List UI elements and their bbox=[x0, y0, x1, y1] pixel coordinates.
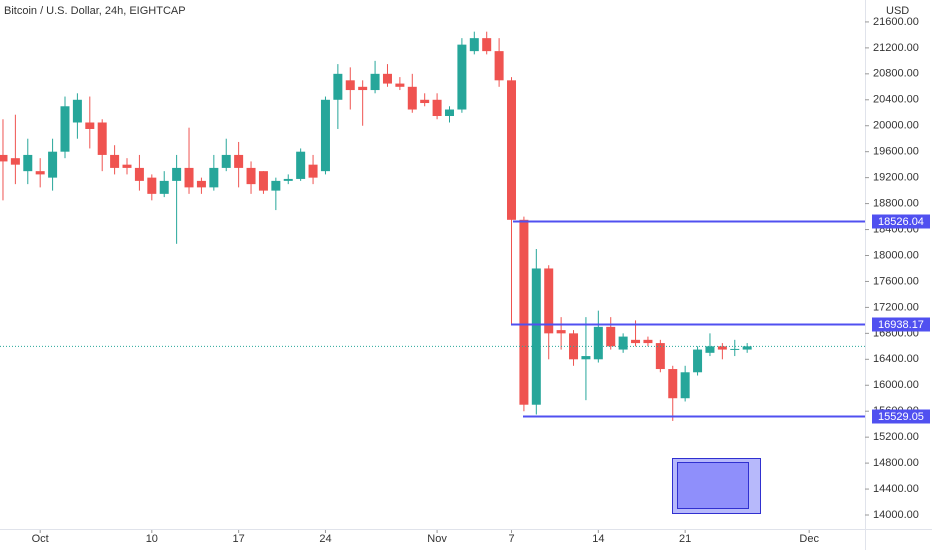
candle-body bbox=[246, 167, 256, 185]
y-tick-label: 17200.00 bbox=[873, 301, 919, 313]
candle-body bbox=[631, 339, 641, 344]
candle-body bbox=[742, 346, 752, 350]
candle-body bbox=[134, 167, 144, 181]
level-label-box bbox=[872, 317, 930, 332]
candle-body bbox=[48, 151, 58, 178]
x-tick-label: Oct bbox=[32, 533, 49, 545]
candle-body bbox=[10, 158, 20, 165]
candle-body bbox=[507, 80, 517, 220]
candle-body bbox=[320, 99, 330, 172]
drawn-rectangle-inner bbox=[677, 462, 749, 509]
y-tick-label: 21200.00 bbox=[873, 42, 919, 54]
candle-body bbox=[0, 154, 8, 162]
candle-body bbox=[333, 73, 343, 100]
level-label: 18526.04 bbox=[872, 214, 930, 229]
x-tick-label: Nov bbox=[427, 533, 447, 545]
candle-body bbox=[420, 99, 430, 104]
x-tick-label: 14 bbox=[592, 533, 604, 545]
y-tick-label: 14400.00 bbox=[873, 483, 919, 495]
candle-body bbox=[581, 356, 591, 360]
x-tick-label: 21 bbox=[679, 533, 691, 545]
x-tick-label: 24 bbox=[319, 533, 331, 545]
candle-body bbox=[196, 180, 206, 188]
candle-body bbox=[122, 164, 132, 168]
level-label-box bbox=[872, 214, 930, 229]
candle-body bbox=[618, 336, 628, 350]
candle-body bbox=[60, 106, 70, 152]
candle-body bbox=[358, 86, 368, 91]
candle-body bbox=[159, 180, 169, 194]
candle-body bbox=[693, 349, 703, 373]
y-tick-label: 15200.00 bbox=[873, 431, 919, 443]
candle-body bbox=[35, 171, 45, 175]
candle-body bbox=[432, 99, 442, 117]
y-tick-label: 16000.00 bbox=[873, 379, 919, 391]
y-tick-label: 20400.00 bbox=[873, 94, 919, 106]
candle-body bbox=[544, 268, 554, 334]
candle-body bbox=[469, 38, 479, 52]
level-label: 16938.17 bbox=[872, 317, 930, 332]
candle-body bbox=[407, 86, 417, 110]
x-tick-label: 17 bbox=[233, 533, 245, 545]
chart-title: Bitcoin / U.S. Dollar, 24h, EIGHTCAP bbox=[4, 5, 186, 17]
x-tick-label: 10 bbox=[146, 533, 158, 545]
candle-body bbox=[184, 167, 194, 188]
candle-body bbox=[717, 346, 727, 350]
candle-body bbox=[308, 164, 318, 178]
y-tick-label: 18000.00 bbox=[873, 249, 919, 261]
candle-body bbox=[172, 167, 182, 181]
y-tick-label: 19600.00 bbox=[873, 146, 919, 158]
candle-body bbox=[234, 154, 244, 168]
candle-body bbox=[85, 122, 95, 129]
candle-body bbox=[283, 178, 293, 181]
candle-body bbox=[221, 154, 231, 168]
candle-body bbox=[110, 154, 120, 168]
y-tick-label: 21600.00 bbox=[873, 16, 919, 28]
level-label-box bbox=[872, 409, 930, 424]
candle-body bbox=[655, 343, 665, 370]
candle-body bbox=[147, 177, 157, 194]
candle-body bbox=[23, 154, 33, 172]
level-label-text: 18526.04 bbox=[878, 216, 924, 228]
y-tick-label: 17600.00 bbox=[873, 275, 919, 287]
level-label-text: 15529.05 bbox=[878, 411, 924, 423]
candle-body bbox=[444, 109, 454, 117]
candle-body bbox=[531, 268, 541, 405]
candle-body bbox=[606, 326, 616, 347]
axis-unit: USD bbox=[886, 5, 909, 17]
candle-body bbox=[97, 122, 107, 155]
y-tick-label: 18800.00 bbox=[873, 197, 919, 209]
candle-body bbox=[643, 339, 653, 344]
candle-body bbox=[296, 151, 306, 179]
candle-body bbox=[258, 171, 268, 191]
candle-body bbox=[209, 167, 219, 188]
candle-body bbox=[519, 219, 529, 405]
candle-body bbox=[668, 369, 678, 399]
x-tick-label: 7 bbox=[508, 533, 514, 545]
candle-body bbox=[382, 73, 392, 84]
candle-body bbox=[494, 51, 504, 81]
candle-body bbox=[395, 83, 405, 87]
candle-body bbox=[730, 348, 740, 350]
level-label-text: 16938.17 bbox=[878, 319, 924, 331]
y-tick-label: 14000.00 bbox=[873, 509, 919, 521]
y-tick-label: 16400.00 bbox=[873, 353, 919, 365]
y-tick-label: 20800.00 bbox=[873, 68, 919, 80]
y-tick-label: 14800.00 bbox=[873, 457, 919, 469]
candle-body bbox=[482, 38, 492, 52]
y-tick-label: 20000.00 bbox=[873, 120, 919, 132]
candle-body bbox=[705, 346, 715, 353]
candle-body bbox=[457, 44, 467, 110]
candle-body bbox=[680, 372, 690, 399]
candle-body bbox=[271, 180, 281, 191]
candle-body bbox=[72, 99, 82, 123]
x-tick-label: Dec bbox=[799, 533, 819, 545]
level-label: 15529.05 bbox=[872, 409, 930, 424]
y-tick-label: 19200.00 bbox=[873, 172, 919, 184]
candle-body bbox=[370, 73, 380, 91]
candle-body bbox=[593, 326, 603, 360]
candle-body bbox=[345, 80, 355, 91]
candle-body bbox=[556, 330, 566, 334]
